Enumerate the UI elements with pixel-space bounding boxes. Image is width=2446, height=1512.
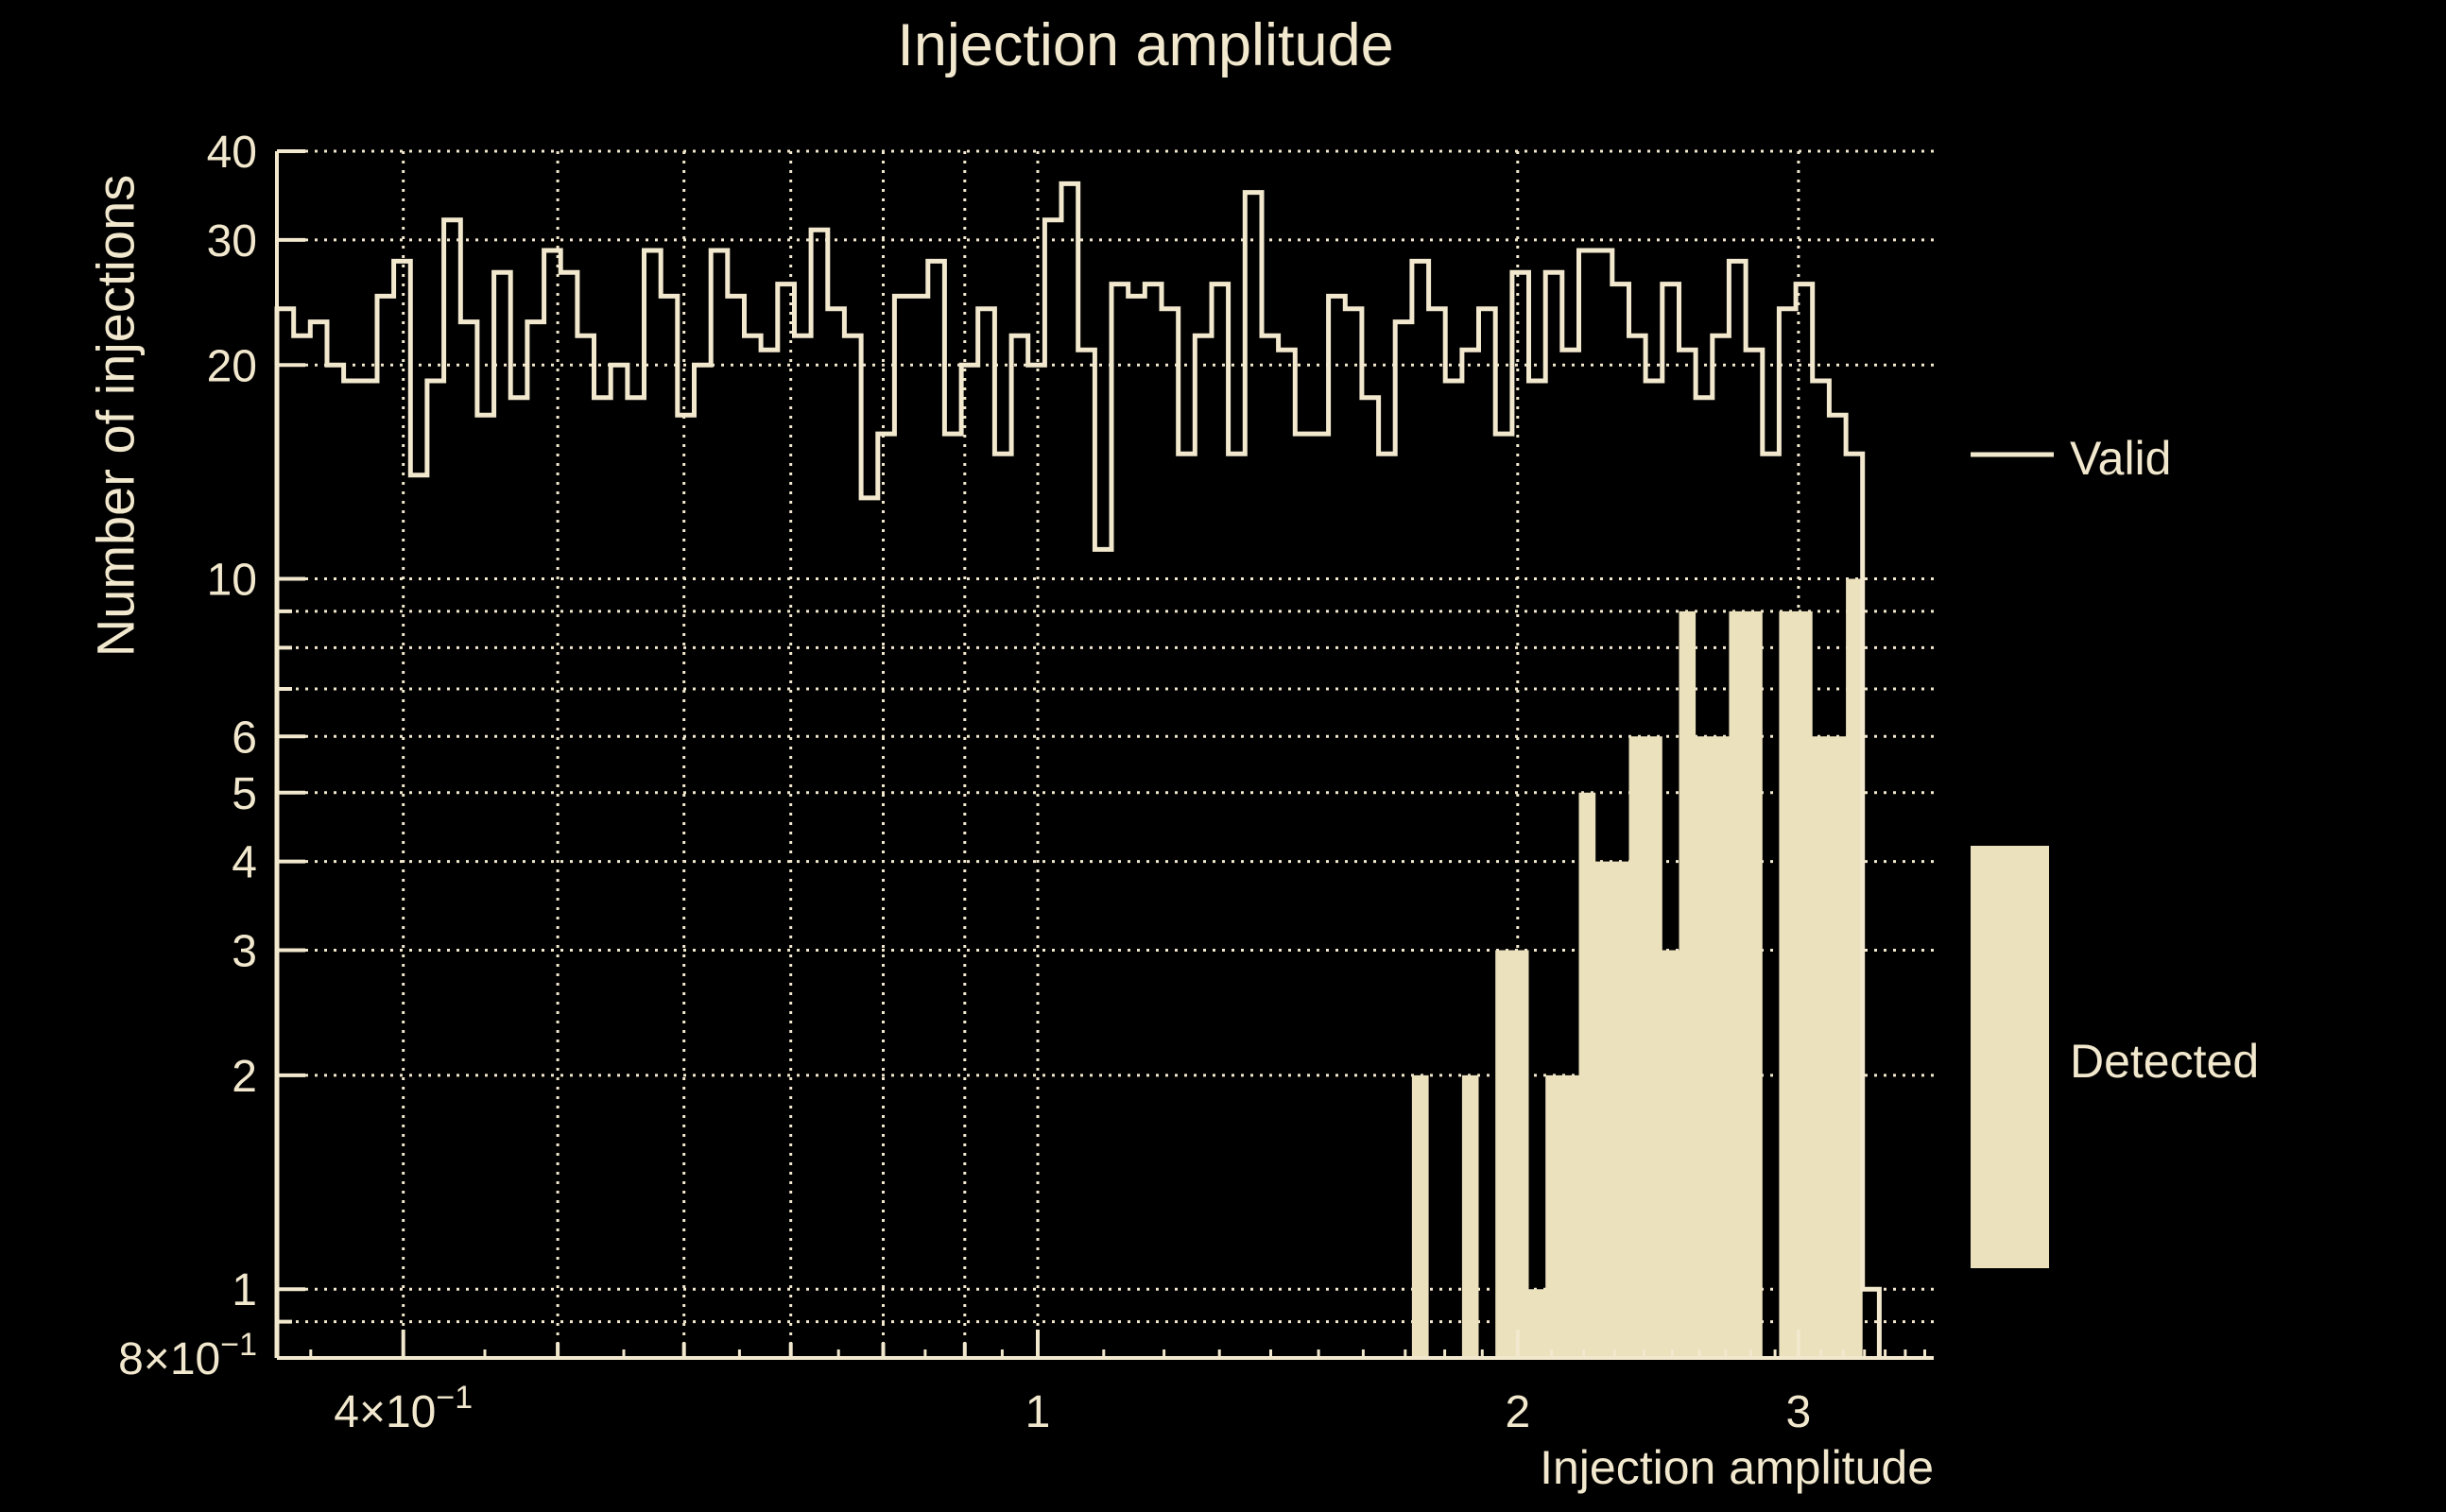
y-tick-label: 20	[207, 341, 257, 391]
y-tick-label: 3	[232, 927, 257, 977]
x-tick-label: 3	[1786, 1387, 1812, 1437]
y-tick-label: 8×10−1	[118, 1327, 257, 1384]
x-tick-label: 2	[1505, 1387, 1530, 1437]
y-tick-label: 30	[207, 216, 257, 266]
y-tick-label: 10	[207, 556, 257, 606]
x-tick-label: 1	[1025, 1387, 1051, 1437]
legend-detected-label: Detected	[2070, 1035, 2260, 1088]
valid-step-line	[274, 180, 1882, 1358]
x-tick-label: 4×10−1	[334, 1380, 473, 1437]
detected-fill	[1411, 578, 1863, 1358]
y-tick-label: 4	[232, 838, 257, 888]
y-tick-label: 2	[232, 1052, 257, 1102]
legend-valid-label: Valid	[2070, 432, 2172, 485]
y-tick-label: 1	[232, 1265, 257, 1315]
x-axis-title: Injection amplitude	[1540, 1441, 1934, 1494]
chart-title: Injection amplitude	[897, 12, 1394, 78]
y-tick-label: 5	[232, 769, 257, 819]
y-tick-label: 40	[207, 128, 257, 178]
y-tick-label: 6	[232, 713, 257, 763]
legend-detected-swatch	[1971, 846, 2049, 1268]
